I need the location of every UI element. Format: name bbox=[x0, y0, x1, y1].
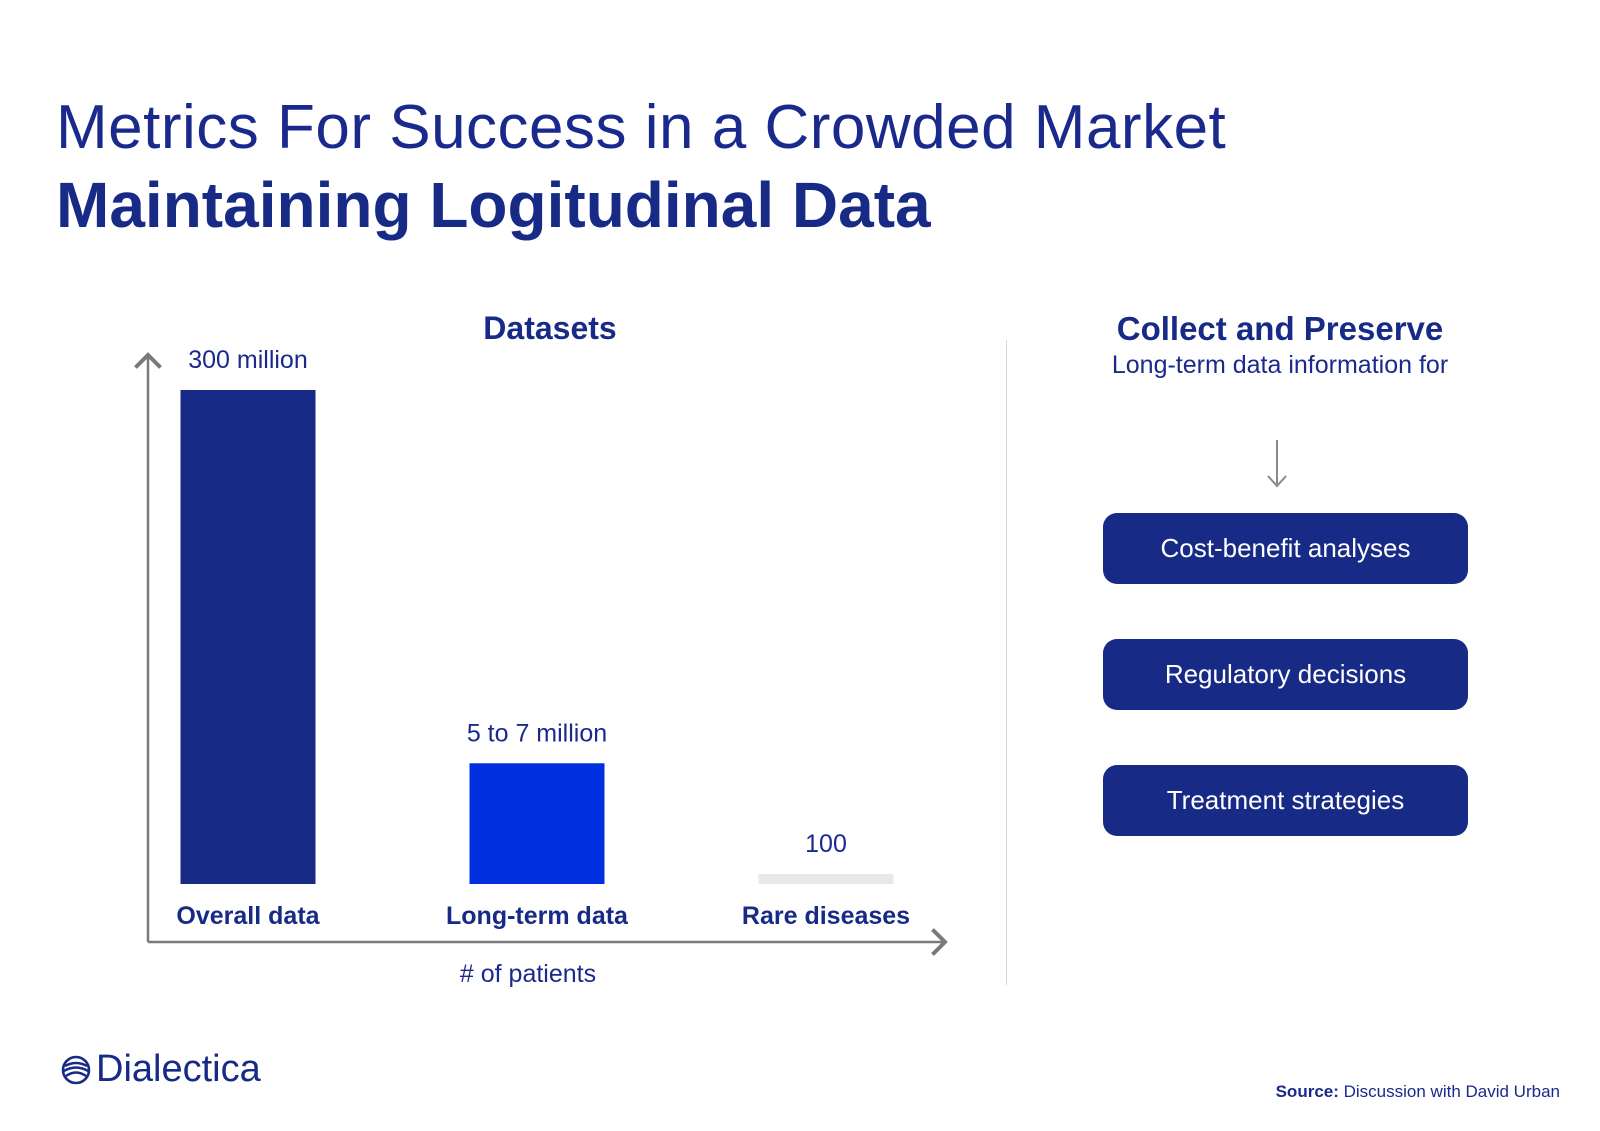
source-label: Source: bbox=[1275, 1082, 1339, 1101]
bar-long-term-data bbox=[469, 763, 605, 884]
page-title: Metrics For Success in a Crowded Market bbox=[56, 93, 1227, 162]
bar-chart: 300 million Overall data 5 to 7 million Lon… bbox=[134, 346, 948, 988]
dialectica-logo[interactable]: Dialectica bbox=[60, 1048, 261, 1091]
category-label-long-term-data: Long-term data bbox=[446, 902, 629, 930]
value-label-long-term-data: 5 to 7 million bbox=[467, 719, 607, 747]
category-label-overall-data: Overall data bbox=[176, 902, 320, 930]
source-note: Source: Discussion with David Urban bbox=[1276, 1082, 1560, 1102]
x-axis-label: # of patients bbox=[460, 960, 596, 988]
regulatory-decisions-button[interactable]: Regulatory decisions bbox=[1103, 639, 1468, 710]
vertical-divider bbox=[1006, 340, 1007, 985]
chart-title: Datasets bbox=[483, 310, 617, 346]
panel-subtitle: Long-term data information for bbox=[1111, 351, 1449, 379]
value-label-overall-data: 300 million bbox=[188, 346, 308, 374]
page-subtitle: Maintaining Logitudinal Data bbox=[56, 169, 931, 241]
panel-title: Collect and Preserve bbox=[1116, 310, 1444, 347]
cost-benefit-button[interactable]: Cost-benefit analyses bbox=[1103, 513, 1468, 584]
category-label-rare-diseases: Rare diseases bbox=[742, 902, 910, 930]
arrow-down-icon bbox=[1267, 440, 1287, 488]
source-text: Discussion with David Urban bbox=[1343, 1082, 1560, 1101]
globe-logo-icon bbox=[61, 1055, 91, 1084]
treatment-strategies-button[interactable]: Treatment strategies bbox=[1103, 765, 1468, 836]
bar-rare-diseases bbox=[758, 874, 894, 884]
bar-overall-data bbox=[180, 390, 316, 884]
logo-text: Dialectica bbox=[96, 1048, 261, 1090]
value-label-rare-diseases: 100 bbox=[805, 830, 847, 858]
